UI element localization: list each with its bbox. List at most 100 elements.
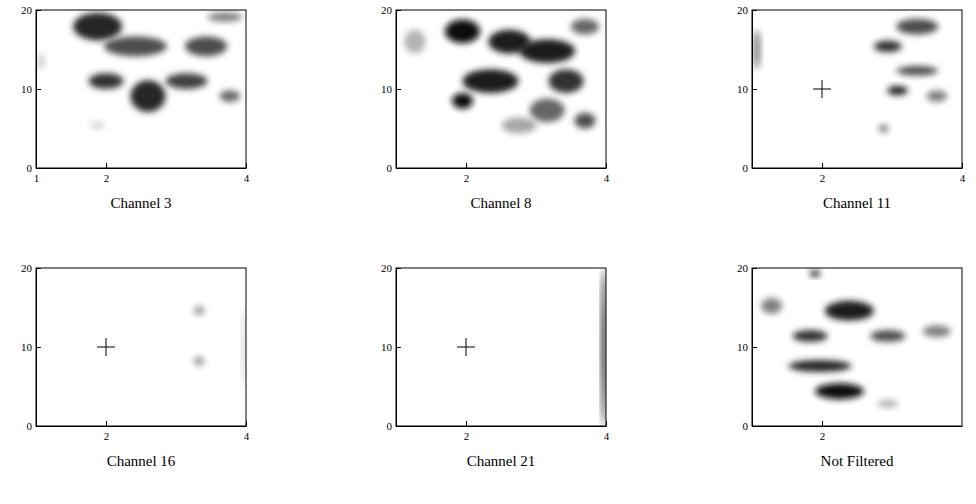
y-tick-label: 20 — [381, 262, 393, 274]
blob — [896, 19, 938, 35]
x-axis-line — [37, 168, 247, 169]
blob — [815, 383, 864, 399]
y-tick-label: 20 — [21, 4, 33, 16]
y-tick: 20 — [21, 262, 41, 274]
blob — [825, 301, 874, 321]
x-tick-label: 1 — [34, 172, 40, 184]
x-tick-label: 2 — [104, 430, 110, 442]
y-tick-label: 0 — [387, 162, 393, 174]
y-tick: 20 — [737, 4, 757, 16]
panel-title: Channel 11 — [823, 195, 891, 211]
y-tick-label: 0 — [743, 420, 749, 432]
plot-area — [753, 19, 947, 133]
x-tick-mark — [962, 163, 963, 168]
y-tick-mark — [36, 268, 41, 269]
y-axis: 0 10 20 — [21, 262, 41, 432]
figure: 12401020Channel 32401020Channel 82401020… — [0, 0, 976, 504]
x-axis: 1 2 4 — [34, 163, 250, 184]
x-tick-mark — [606, 163, 607, 168]
y-tick: 0 — [387, 162, 402, 174]
y-axis: 0 10 20 — [21, 4, 41, 174]
x-tick-label: 2 — [464, 430, 470, 442]
blob — [404, 30, 425, 54]
panel-title: Channel 21 — [467, 453, 536, 469]
y-tick: 0 — [27, 162, 42, 174]
y-tick-label: 10 — [381, 83, 393, 95]
panel: 2401020Channel 11 — [737, 4, 966, 211]
x-tick: 4 — [960, 163, 966, 184]
blob — [194, 306, 205, 315]
x-tick: 4 — [604, 421, 610, 442]
y-tick: 20 — [381, 4, 401, 16]
y-tick-mark — [36, 168, 41, 169]
y-tick-label: 10 — [737, 341, 749, 353]
y-tick: 10 — [737, 341, 757, 353]
blob — [549, 69, 584, 93]
x-tick: 2 — [820, 421, 826, 442]
y-tick-label: 10 — [21, 83, 33, 95]
x-tick-mark — [246, 163, 247, 168]
y-tick-label: 10 — [737, 83, 749, 95]
plot-area — [404, 19, 599, 134]
blob — [208, 12, 243, 21]
y-tick-label: 0 — [27, 162, 33, 174]
x-tick: 4 — [244, 421, 250, 442]
x-tick: 2 — [104, 421, 110, 442]
y-tick-mark — [396, 347, 401, 348]
y-tick: 10 — [21, 83, 41, 95]
y-tick-mark — [752, 347, 757, 348]
panel-title: Channel 3 — [110, 195, 171, 211]
y-tick: 10 — [381, 341, 401, 353]
frame — [36, 268, 246, 426]
x-axis-line — [397, 426, 607, 427]
blob — [575, 113, 596, 129]
y-tick-label: 10 — [21, 341, 33, 353]
x-tick: 2 — [104, 163, 110, 184]
blob — [219, 90, 240, 102]
crosshair — [813, 80, 831, 98]
x-axis-line — [397, 168, 607, 169]
x-tick-label: 4 — [244, 172, 250, 184]
y-tick: 20 — [21, 4, 41, 16]
blob — [874, 40, 902, 52]
plot-area — [97, 306, 246, 387]
blob — [923, 325, 951, 337]
crosshair-v — [822, 80, 823, 98]
x-tick-mark — [822, 163, 823, 168]
frame — [396, 268, 606, 426]
y-axis: 0 10 20 — [381, 4, 401, 174]
y-tick-label: 20 — [21, 262, 33, 274]
y-tick: 0 — [743, 162, 758, 174]
blob — [185, 36, 227, 56]
y-tick: 0 — [27, 420, 42, 432]
x-tick-label: 4 — [604, 172, 610, 184]
panel: 2401020Channel 8 — [381, 4, 610, 211]
x-axis: 24 — [753, 163, 966, 184]
crosshair-v — [106, 338, 107, 356]
x-axis: 24 — [397, 421, 610, 442]
x-tick-mark — [246, 421, 247, 426]
x-tick: 2 — [464, 163, 470, 184]
y-tick-mark — [752, 89, 757, 90]
blob — [242, 308, 246, 387]
x-tick: 2 — [464, 421, 470, 442]
x-tick-mark — [822, 421, 823, 426]
blob — [571, 19, 599, 35]
x-tick-label: 2 — [820, 172, 826, 184]
y-tick-label: 20 — [381, 4, 393, 16]
y-axis: 0 10 20 — [381, 262, 401, 432]
blob — [761, 298, 782, 314]
blob — [194, 356, 205, 365]
blob — [73, 13, 122, 41]
y-tick-mark — [752, 268, 757, 269]
y-tick-mark — [396, 268, 401, 269]
blob — [519, 39, 575, 63]
panel-title: Not Filtered — [821, 453, 894, 469]
x-axis: 24 — [397, 163, 610, 184]
y-tick-label: 0 — [387, 420, 393, 432]
y-tick-mark — [36, 426, 41, 427]
frame — [752, 10, 962, 168]
blob — [530, 98, 565, 122]
blob — [878, 125, 889, 133]
x-tick-mark — [466, 163, 467, 168]
